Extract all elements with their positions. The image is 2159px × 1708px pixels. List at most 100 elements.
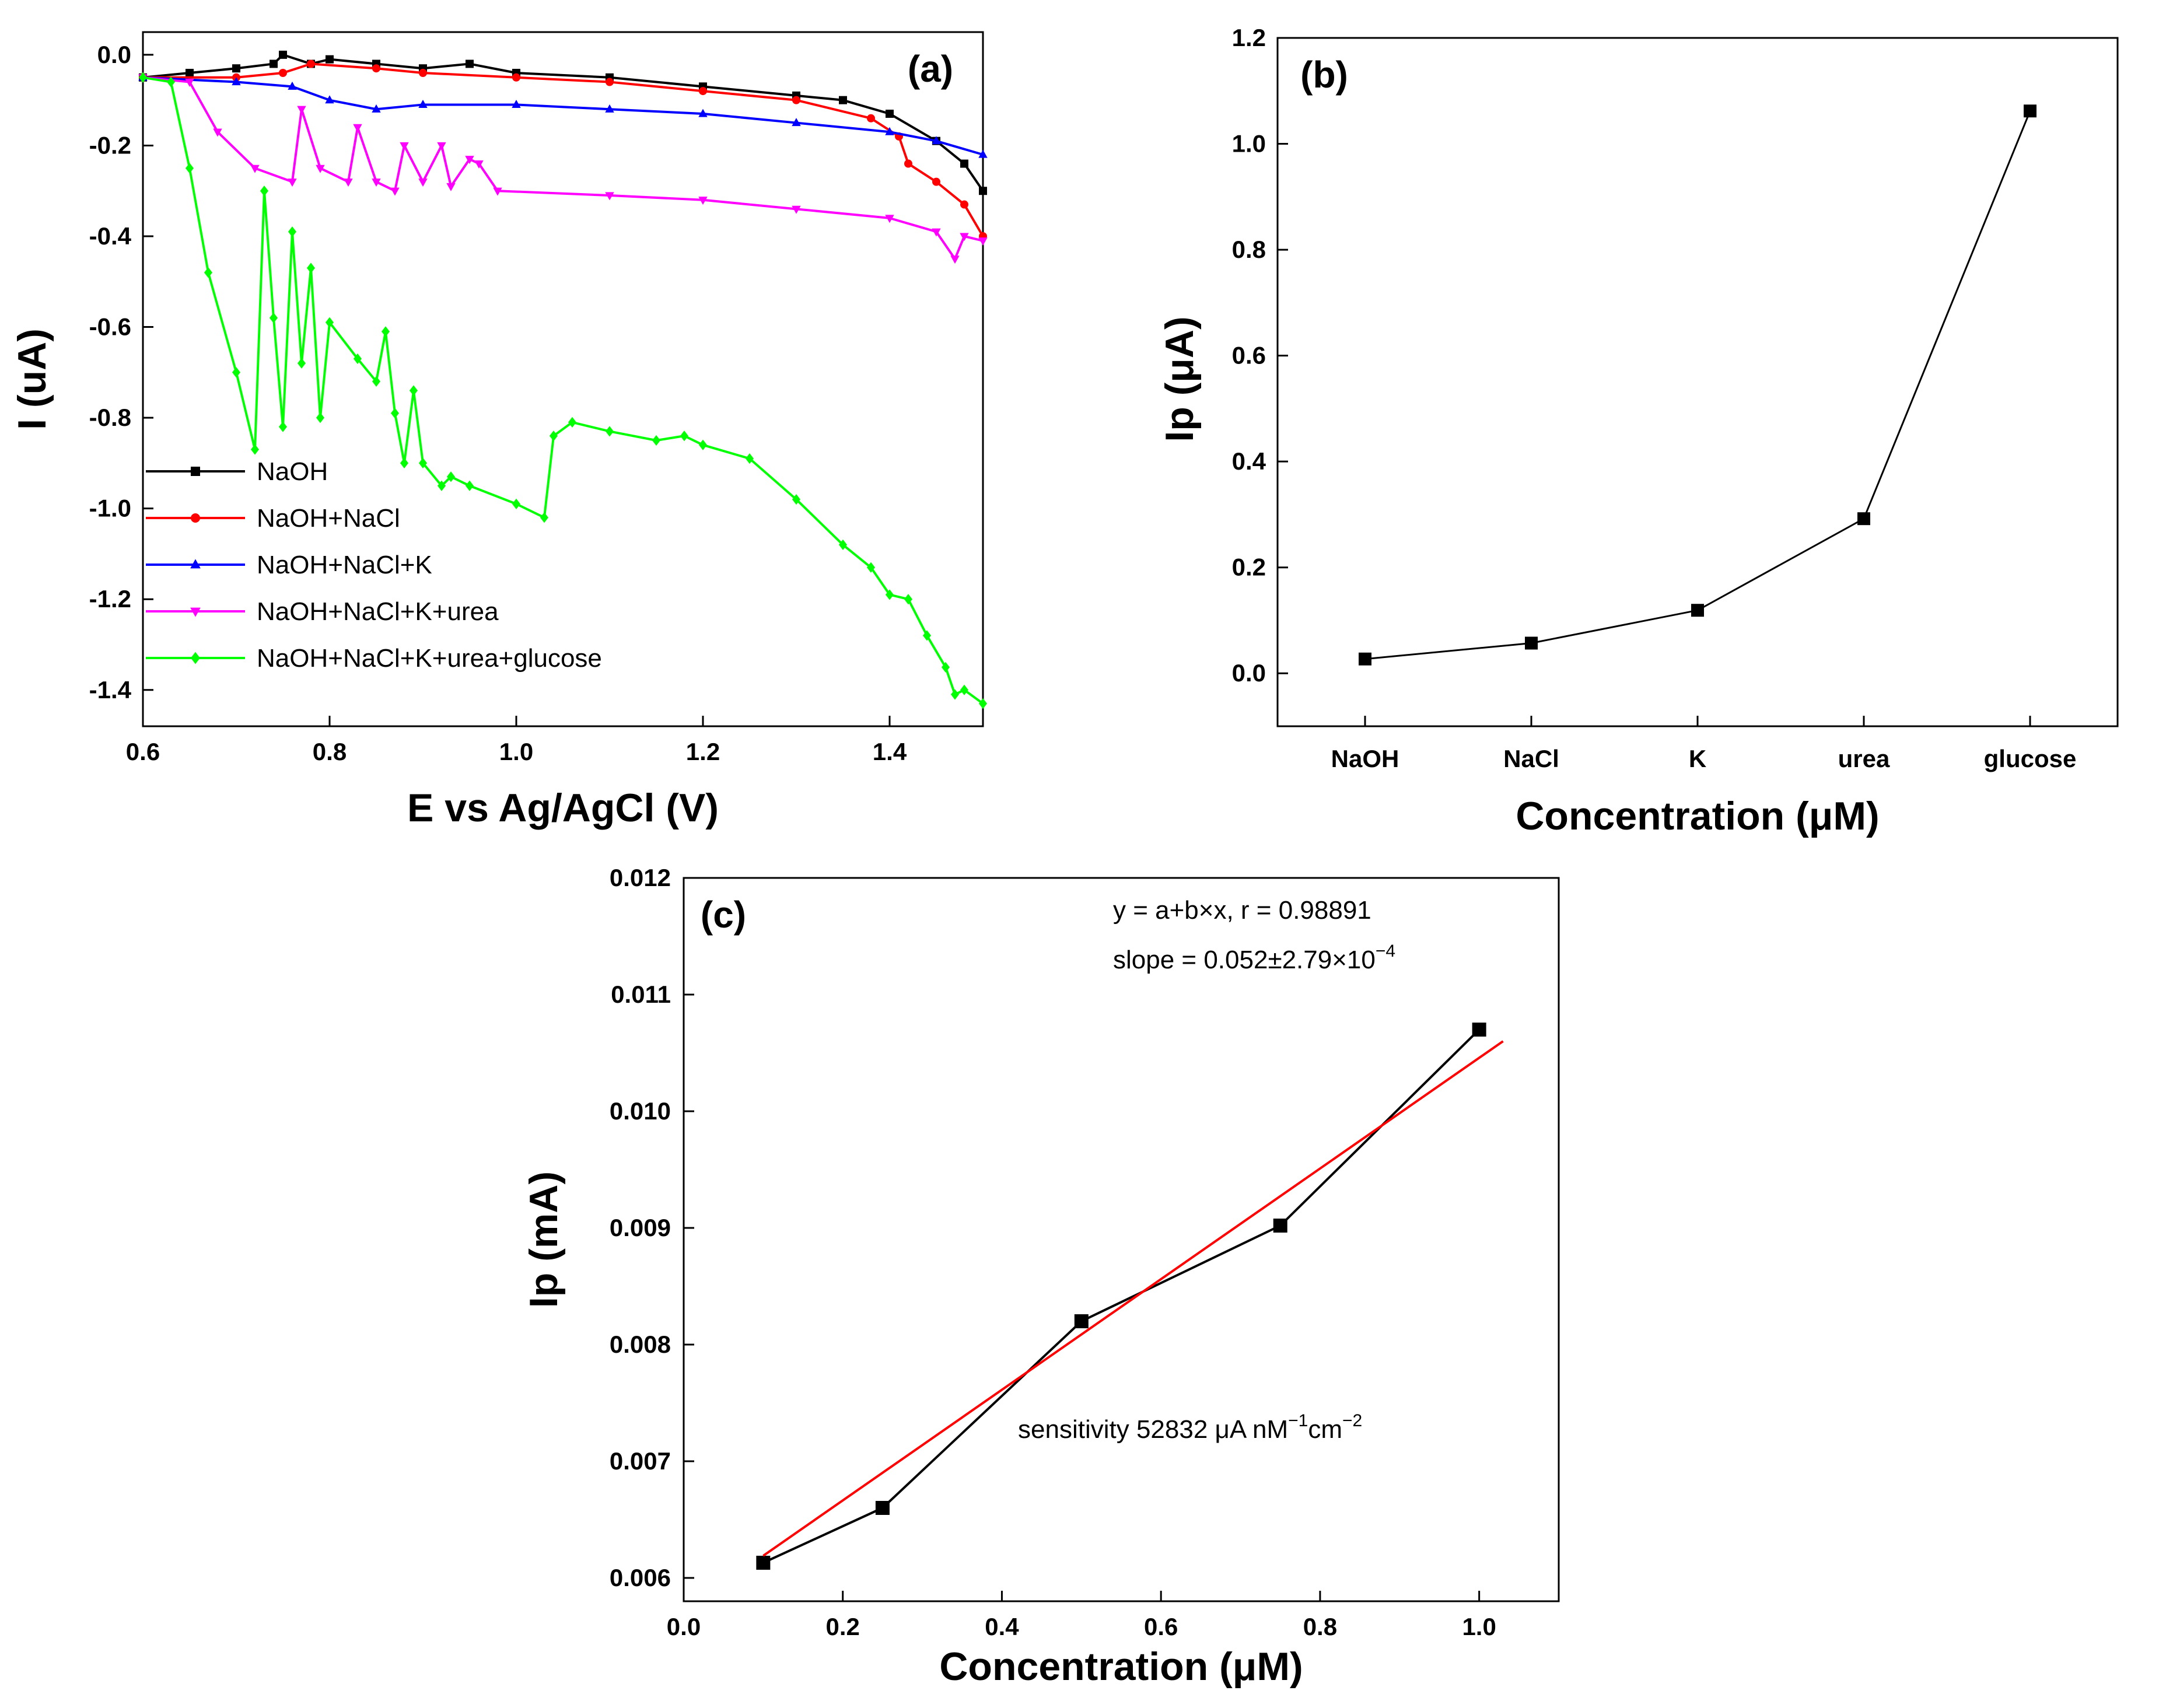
panel-b-x-tick-label: K: [1689, 745, 1706, 772]
panel-a-point: [960, 684, 968, 695]
panel-a-point: [960, 200, 968, 209]
panel-a-point: [465, 156, 474, 164]
panel-c-plot-frame: [683, 877, 1560, 1602]
panel-a-point: [606, 426, 614, 437]
panel-a-point: [606, 78, 614, 86]
panel-a-point: [186, 69, 194, 77]
panel-a-point: [316, 412, 324, 424]
panel-c-point: [1472, 1023, 1486, 1037]
panel-c-y-axis-label: Ip (mA): [522, 1171, 566, 1308]
panel-b-point: [2024, 104, 2036, 118]
panel-a-point: [325, 95, 334, 104]
panel-c-data-line: [762, 1028, 1481, 1564]
panel-c-series: [756, 1023, 1504, 1570]
panel-a-point: [885, 127, 894, 135]
panel-a-point: [438, 480, 446, 491]
panel-c-x-tick-label: 1.0: [1462, 1613, 1496, 1640]
legend-marker: [191, 652, 200, 664]
panel-b-point: [1691, 604, 1704, 617]
legend-entry: NaOH+NaCl+K: [257, 551, 432, 579]
panel-b-y-tick-label: 0.6: [1232, 342, 1266, 369]
panel-a-point: [232, 367, 240, 378]
sensitivity-annotation-main: sensitivity 52832 μA nM: [1018, 1415, 1288, 1444]
panel-a-ticks: 0.6 0.8 1.0 1.2 1.4 0.0 -0.2 -0.4 -0.6 -0.8 -1.0 -1…: [89, 41, 907, 765]
panel-a-point: [698, 108, 708, 117]
panel-a-point: [446, 183, 456, 191]
panel-a-point: [353, 124, 362, 132]
panel-a-point: [839, 539, 847, 550]
panel-a-point: [960, 159, 968, 168]
panel-a-point: [250, 164, 260, 173]
panel-b-x-tick-label: urea: [1838, 745, 1890, 772]
panel-a-point: [437, 142, 446, 150]
panel-a-chart: 0.6 0.8 1.0 1.2 1.4 0.0 -0.2 -0.4 -0.6 -0.8 -1.0 -1…: [10, 31, 988, 830]
panel-a-point: [186, 163, 194, 174]
panel-b-x-tick-label: NaCl: [1503, 745, 1559, 772]
panel-a-point: [419, 457, 427, 468]
panel-a-point: [372, 104, 381, 113]
panel-b-label: (b): [1300, 54, 1348, 96]
panel-c-y-tick-label: 0.009: [610, 1214, 671, 1241]
panel-a-point: [942, 662, 950, 673]
panel-c-x-tick-label: 0.4: [985, 1613, 1019, 1640]
panel-b-y-tick-label: 1.0: [1232, 130, 1266, 158]
panel-b-y-tick-label: 0.0: [1232, 659, 1266, 687]
panel-a-point: [400, 457, 408, 468]
panel-a-point: [279, 50, 287, 59]
panel-a-y-tick-label: -1.0: [89, 495, 131, 522]
legend-marker: [190, 607, 201, 617]
panel-a-x-tick-label: 1.4: [873, 738, 907, 765]
panel-a-point: [923, 630, 931, 641]
panel-a-x-tick-label: 1.2: [686, 738, 720, 765]
panel-c-y-tick-label: 0.010: [610, 1097, 671, 1125]
panel-a-series: [138, 50, 988, 709]
panel-a-point: [698, 197, 708, 205]
slope-annotation-main: slope = 0.052±2.79×10: [1113, 946, 1376, 974]
panel-a-point: [251, 444, 259, 455]
panel-b-x-tick-label: glucose: [1984, 745, 2077, 772]
panel-c-point: [756, 1556, 771, 1570]
panel-c-y-tick-label: 0.012: [610, 864, 671, 891]
panel-c-point: [1074, 1314, 1089, 1328]
panel-a-point: [204, 267, 212, 278]
panel-c-ticks: 0.0 0.2 0.4 0.6 0.8 1.0 0.006 0.007 0.008 0.009 0.…: [610, 864, 1496, 1640]
panel-c-y-tick-label: 0.011: [611, 981, 671, 1008]
panel-a-point: [867, 114, 875, 123]
panel-a-point: [139, 72, 147, 83]
panel-a-point: [326, 55, 334, 64]
panel-a-x-axis-label: E vs Ag/AgCl (V): [407, 786, 719, 830]
panel-a-point: [867, 562, 875, 573]
panel-a-point: [213, 128, 222, 137]
panel-a-point: [474, 160, 484, 169]
panel-a-point: [904, 159, 912, 168]
panel-a-point: [699, 87, 707, 96]
panel-a-point: [372, 178, 381, 187]
legend-entry: NaOH: [257, 457, 328, 486]
panel-c-y-tick-label: 0.008: [610, 1331, 671, 1358]
panel-a-point: [288, 226, 296, 237]
legend-marker: [191, 513, 200, 523]
panel-a-y-axis-label: I (uA): [10, 328, 54, 430]
panel-a-x-tick-label: 1.0: [499, 738, 533, 765]
panel-a-point: [390, 187, 400, 196]
panel-a-point: [167, 76, 175, 88]
sensitivity-annotation: sensitivity 52832 μA nM−1cm−2: [1018, 1411, 1362, 1444]
panel-a-point: [932, 228, 941, 237]
panel-a-point: [372, 376, 380, 387]
panel-a-point: [932, 177, 940, 186]
panel-b-plot-frame: [1276, 37, 2119, 727]
panel-a-point: [792, 118, 801, 127]
panel-b-series-line: [1364, 110, 2031, 660]
panel-c-label: (c): [701, 894, 746, 936]
panel-a-point: [951, 689, 959, 700]
panel-a-point: [270, 60, 278, 68]
legend-entry: NaOH+NaCl+K+urea: [257, 597, 499, 626]
panel-a-point: [419, 69, 427, 77]
legend-marker: [191, 467, 200, 476]
panel-c-x-tick-label: 0.0: [667, 1613, 701, 1640]
panel-a-point: [746, 453, 754, 464]
panel-a-y-tick-label: -0.6: [89, 313, 131, 341]
